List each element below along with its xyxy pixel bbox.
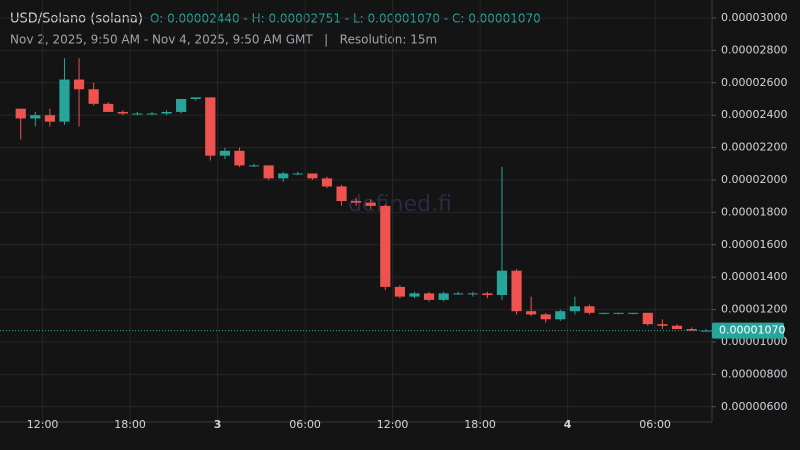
y-tick-label: 0.00001200	[721, 303, 787, 316]
chart-title: USD/Solano (solana)	[10, 12, 143, 27]
candle-body	[686, 329, 697, 331]
candle-body	[321, 178, 333, 187]
candle-body	[59, 79, 70, 122]
candle-body	[642, 312, 653, 325]
y-tick-label: 0.00002200	[721, 141, 787, 154]
chart-subtitle: Nov 2, 2025, 9:50 AM - Nov 4, 2025, 9:50…	[10, 33, 437, 47]
candle-body	[671, 325, 683, 330]
x-tick-label: 06:00	[639, 418, 671, 431]
candle-body	[467, 293, 478, 295]
x-tick-label: 18:00	[114, 418, 146, 431]
candle-body	[598, 312, 610, 314]
candle-body	[438, 293, 449, 300]
watermark: defined.fi	[348, 192, 452, 217]
candle-body	[73, 79, 85, 90]
candle-body	[569, 306, 580, 312]
candle-body	[146, 113, 158, 115]
x-tick-label: 12:00	[377, 418, 409, 431]
candle-body	[30, 115, 41, 119]
x-tick-label: 06:00	[289, 418, 321, 431]
candle-body	[555, 311, 566, 320]
candle-body	[190, 97, 201, 99]
candle-body	[336, 186, 347, 202]
candle-body	[423, 293, 435, 300]
candle-body	[292, 173, 303, 175]
candle-body	[613, 312, 624, 314]
candle-body	[482, 293, 493, 295]
candle-body	[307, 173, 318, 179]
candle-body	[117, 111, 128, 114]
candle-body	[496, 270, 508, 295]
y-tick-label: 0.00003000	[721, 11, 787, 24]
candle-body	[380, 205, 391, 287]
candle-body	[351, 201, 362, 203]
y-tick-label: 0.00002000	[721, 173, 787, 186]
candle-body	[248, 165, 260, 167]
y-tick-label: 0.00002400	[721, 108, 787, 121]
y-tick-label: 0.00001800	[721, 205, 787, 218]
candle-body	[511, 270, 522, 312]
x-tick-label: 12:00	[27, 418, 59, 431]
x-tick-label: 4	[564, 418, 572, 431]
candle-body	[540, 314, 551, 320]
candle-body	[44, 115, 55, 122]
last-price-label: 0.00001070	[719, 324, 785, 337]
candle-body	[205, 97, 216, 156]
candle-body	[15, 108, 26, 119]
candle-body	[132, 113, 143, 115]
candle-body	[628, 312, 639, 314]
candle-body	[263, 165, 274, 179]
y-tick-label: 0.00001400	[721, 270, 787, 283]
y-tick-label: 0.00001600	[721, 238, 787, 251]
candle-body	[453, 293, 464, 295]
x-tick-label: 3	[214, 418, 222, 431]
last-price-badge	[712, 322, 784, 339]
candle-body	[278, 173, 289, 179]
ohlc-summary: O: 0.00002440 - H: 0.00002751 - L: 0.000…	[150, 12, 541, 26]
y-tick-label: 0.00000800	[721, 367, 787, 380]
candle-body	[88, 89, 99, 104]
candle-body	[584, 306, 595, 313]
candle-body	[103, 103, 114, 112]
candle-body	[394, 286, 405, 297]
candle-body	[219, 150, 230, 156]
x-tick-label: 18:00	[464, 418, 496, 431]
y-tick-label: 0.00002800	[721, 43, 787, 56]
candle-body	[161, 111, 172, 114]
candle-body	[526, 311, 537, 315]
candle-body	[365, 202, 376, 206]
y-tick-label: 0.00002600	[721, 76, 787, 89]
y-tick-label: 0.00000600	[721, 400, 787, 413]
candle-body	[701, 330, 712, 332]
candle-body	[409, 293, 420, 297]
candle-body	[657, 324, 668, 326]
candle-body	[176, 98, 187, 112]
candle-body	[234, 150, 245, 166]
